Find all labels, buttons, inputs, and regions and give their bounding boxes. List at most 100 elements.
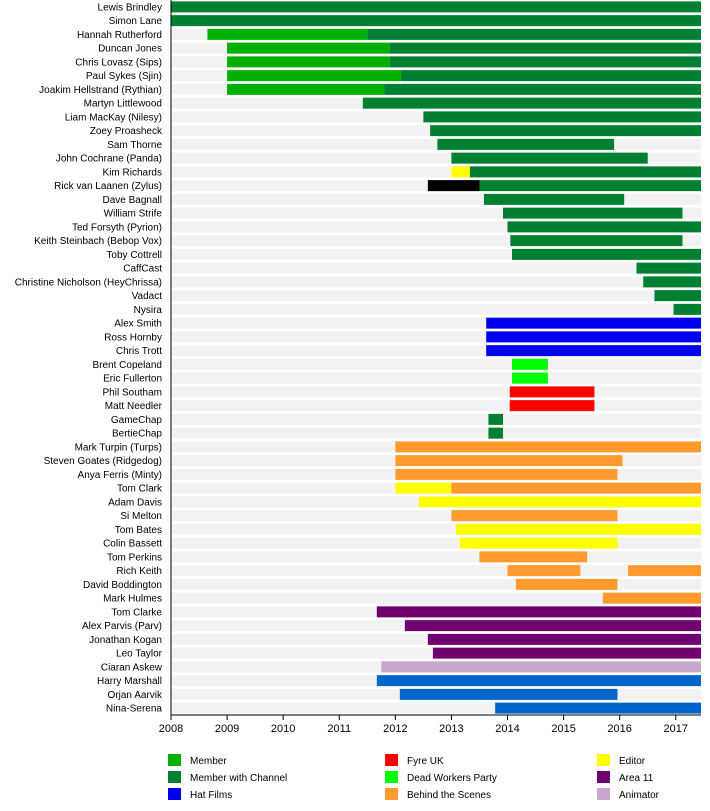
row-label: Ciaran Askew: [101, 662, 163, 673]
row-label: Mark Hulmes: [103, 594, 162, 605]
legend-item: Editor: [597, 754, 646, 767]
row-band: [171, 193, 701, 205]
timeline-row: Toby Cottrell: [106, 248, 701, 261]
row-band: [171, 592, 701, 604]
row-label: Chris Trott: [116, 346, 162, 357]
legend-swatch: [597, 771, 610, 783]
row-label: Rick van Laanen (Zylus): [54, 181, 162, 192]
row-label: Sam Thorne: [107, 140, 162, 151]
row-label: GameChap: [111, 415, 163, 426]
row-label: Simon Lane: [109, 16, 163, 27]
timeline-row: Simon Lane: [109, 15, 701, 27]
row-label: Liam MacKay (Nilesy): [65, 112, 162, 123]
row-label: Tom Clark: [117, 484, 163, 495]
timeline-bar: [423, 111, 701, 123]
row-label: Anya Ferris (Minty): [78, 470, 162, 481]
row-label: Chris Lovasz (Sips): [75, 57, 162, 68]
timeline-row: Rick van Laanen (Zylus): [54, 180, 701, 192]
timeline-row: Harry Marshall: [97, 675, 701, 687]
x-axis: 2008 2009 2010 2011 2012 2013 2014 2015 2016 2017: [159, 0, 701, 735]
row-band: [171, 235, 701, 247]
timeline-bar: [376, 675, 701, 687]
timeline-row: Si Melton: [120, 510, 701, 522]
timeline-bar: [451, 152, 648, 164]
timeline-bar: [455, 523, 701, 535]
row-label: Matt Needler: [105, 401, 163, 412]
row-label: Nysira: [134, 305, 163, 316]
legend-label: Area 11: [619, 773, 654, 784]
row-label: Phil Southam: [103, 387, 162, 398]
timeline-row: Mark Turpin (Turps): [75, 441, 701, 453]
timeline-row: Anya Ferris (Minty): [78, 468, 701, 481]
row-label: Hannah Rutherford: [77, 30, 162, 41]
row-band: [171, 523, 701, 535]
row-band: [171, 262, 701, 274]
timeline-row: Chris Trott: [116, 345, 701, 357]
row-label: Jonathan Kogan: [89, 635, 162, 646]
timeline-row: Dave Bagnall: [103, 193, 701, 206]
timeline-row: John Cochrane (Panda): [56, 152, 701, 165]
timeline-row: William Strife: [104, 207, 701, 220]
timeline-row: Leo Taylor: [116, 647, 701, 660]
timeline-bar: [507, 565, 581, 577]
x-tick-label: 2012: [383, 723, 407, 735]
row-band: [171, 166, 701, 178]
row-label: Adam Davis: [108, 497, 162, 508]
row-label: Brent Copeland: [93, 360, 163, 371]
timeline-bar: [495, 702, 701, 714]
row-band: [171, 386, 701, 398]
row-band: [171, 537, 701, 549]
timeline-bar: [384, 83, 701, 95]
timeline-row: Kim Richards: [103, 166, 701, 178]
timeline-bar: [389, 42, 701, 54]
timeline-row: Christine Nicholson (HeyChrissa): [15, 276, 701, 288]
row-label: Duncan Jones: [98, 44, 162, 55]
row-label: Harry Marshall: [97, 676, 162, 687]
legend-item: Member: [168, 754, 227, 767]
timeline-row: Jonathan Kogan: [89, 633, 701, 646]
row-band: [171, 152, 701, 164]
x-tick-label: 2013: [439, 723, 463, 735]
timeline-row: Tom Clarke: [111, 606, 701, 618]
row-label: Ted Forsyth (Pyrion): [72, 222, 162, 233]
timeline-row: Eric Fullerton: [103, 372, 701, 385]
timeline-bar: [459, 537, 618, 549]
timeline-row: Tom Perkins: [107, 551, 701, 563]
timeline-bar: [479, 551, 588, 563]
timeline-bar: [427, 180, 480, 192]
timeline-row: Vadact: [132, 290, 701, 302]
row-label: Keith Steinbach (Bebop Vox): [34, 236, 162, 247]
legend-item: Dead Workers Party: [385, 771, 497, 784]
legend-item: Hat Films: [168, 788, 232, 801]
timeline-bar: [227, 83, 385, 95]
timeline-bar: [486, 331, 701, 343]
timeline-bar: [395, 441, 701, 453]
row-band: [171, 303, 701, 315]
timeline-bar: [486, 345, 701, 357]
x-tick-label: 2010: [271, 723, 295, 735]
legend-swatch: [385, 788, 398, 800]
row-band: [171, 400, 701, 412]
timeline-bar: [427, 633, 701, 645]
timeline-bar: [418, 496, 701, 508]
timeline-bar: [507, 221, 701, 233]
timeline-row: Mark Hulmes: [103, 592, 701, 605]
row-band: [171, 427, 701, 439]
timeline-bar: [400, 70, 701, 82]
row-band: [171, 510, 701, 522]
timeline-bar: [673, 303, 701, 315]
row-label: Martyn Littlewood: [84, 99, 162, 110]
row-label: Toby Cottrell: [106, 250, 162, 261]
x-tick-label: 2015: [551, 723, 575, 735]
timeline-row: David Boddington: [83, 578, 701, 591]
timeline-row: Paul Sykes (Sjin): [86, 70, 701, 82]
row-label: Lewis Brindley: [98, 2, 162, 13]
x-tick-label: 2011: [327, 723, 351, 735]
timeline-bar: [451, 482, 701, 494]
timeline-row: Keith Steinbach (Bebop Vox): [34, 235, 701, 247]
timeline-bar: [511, 358, 548, 370]
timeline-bar: [367, 28, 701, 40]
row-label: Tom Perkins: [107, 552, 162, 563]
timeline-row: Martyn Littlewood: [84, 97, 701, 110]
